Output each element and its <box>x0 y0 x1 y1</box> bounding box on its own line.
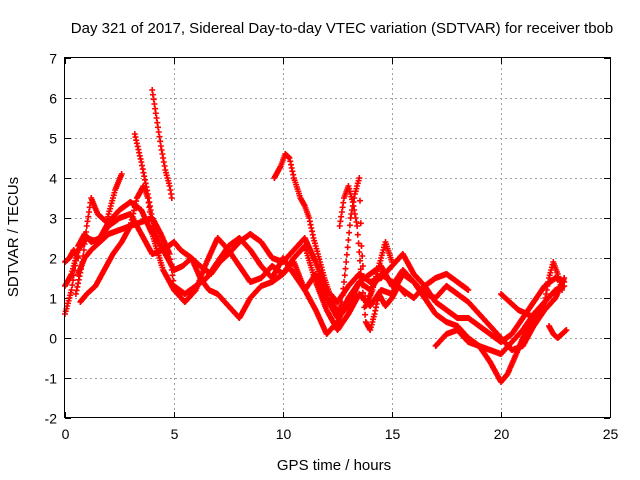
series-markers <box>72 171 125 297</box>
series-s5 <box>72 171 125 297</box>
data-points <box>62 87 570 385</box>
series-markers <box>149 87 175 201</box>
x-tick-label: 25 <box>603 426 619 442</box>
axis-ticks: 0 5 10 15 20 25 -2 -1 0 1 2 3 4 5 6 7 <box>45 51 619 443</box>
y-axis-title: SDTVAR / TECUs <box>5 177 22 297</box>
y-tick-label: 7 <box>49 51 57 67</box>
series-s11 <box>498 291 537 321</box>
y-tick-label: 2 <box>49 251 57 267</box>
y-tick-label: 5 <box>49 131 57 147</box>
series-s10 <box>432 259 565 357</box>
x-axis-title: GPS time / hours <box>277 457 391 474</box>
series-s4 <box>77 183 472 305</box>
series-s7 <box>149 87 175 201</box>
series-s12 <box>546 323 570 341</box>
x-tick-label: 15 <box>385 426 401 442</box>
x-tick-label: 5 <box>171 426 179 442</box>
x-tick-label: 20 <box>494 426 510 442</box>
chart-title: Day 321 of 2017, Sidereal Day-to-day VTE… <box>71 20 613 37</box>
series-markers <box>336 183 409 333</box>
y-tick-label: 0 <box>49 331 57 347</box>
y-tick-label: 6 <box>49 91 57 107</box>
y-tick-label: -1 <box>45 371 58 387</box>
plot-frame <box>64 57 611 418</box>
series-markers <box>432 259 565 357</box>
y-tick-label: 1 <box>49 291 57 307</box>
series-markers <box>131 131 160 229</box>
series-markers <box>498 291 537 321</box>
series-markers <box>77 183 472 305</box>
series-s6 <box>131 131 160 229</box>
x-tick-label: 0 <box>62 426 70 442</box>
x-tick-label: 10 <box>276 426 292 442</box>
y-tick-label: 4 <box>49 171 57 187</box>
series-markers <box>546 323 570 341</box>
y-tick-label: -2 <box>45 411 58 427</box>
series-s9 <box>336 183 409 333</box>
y-tick-label: 3 <box>49 211 57 227</box>
